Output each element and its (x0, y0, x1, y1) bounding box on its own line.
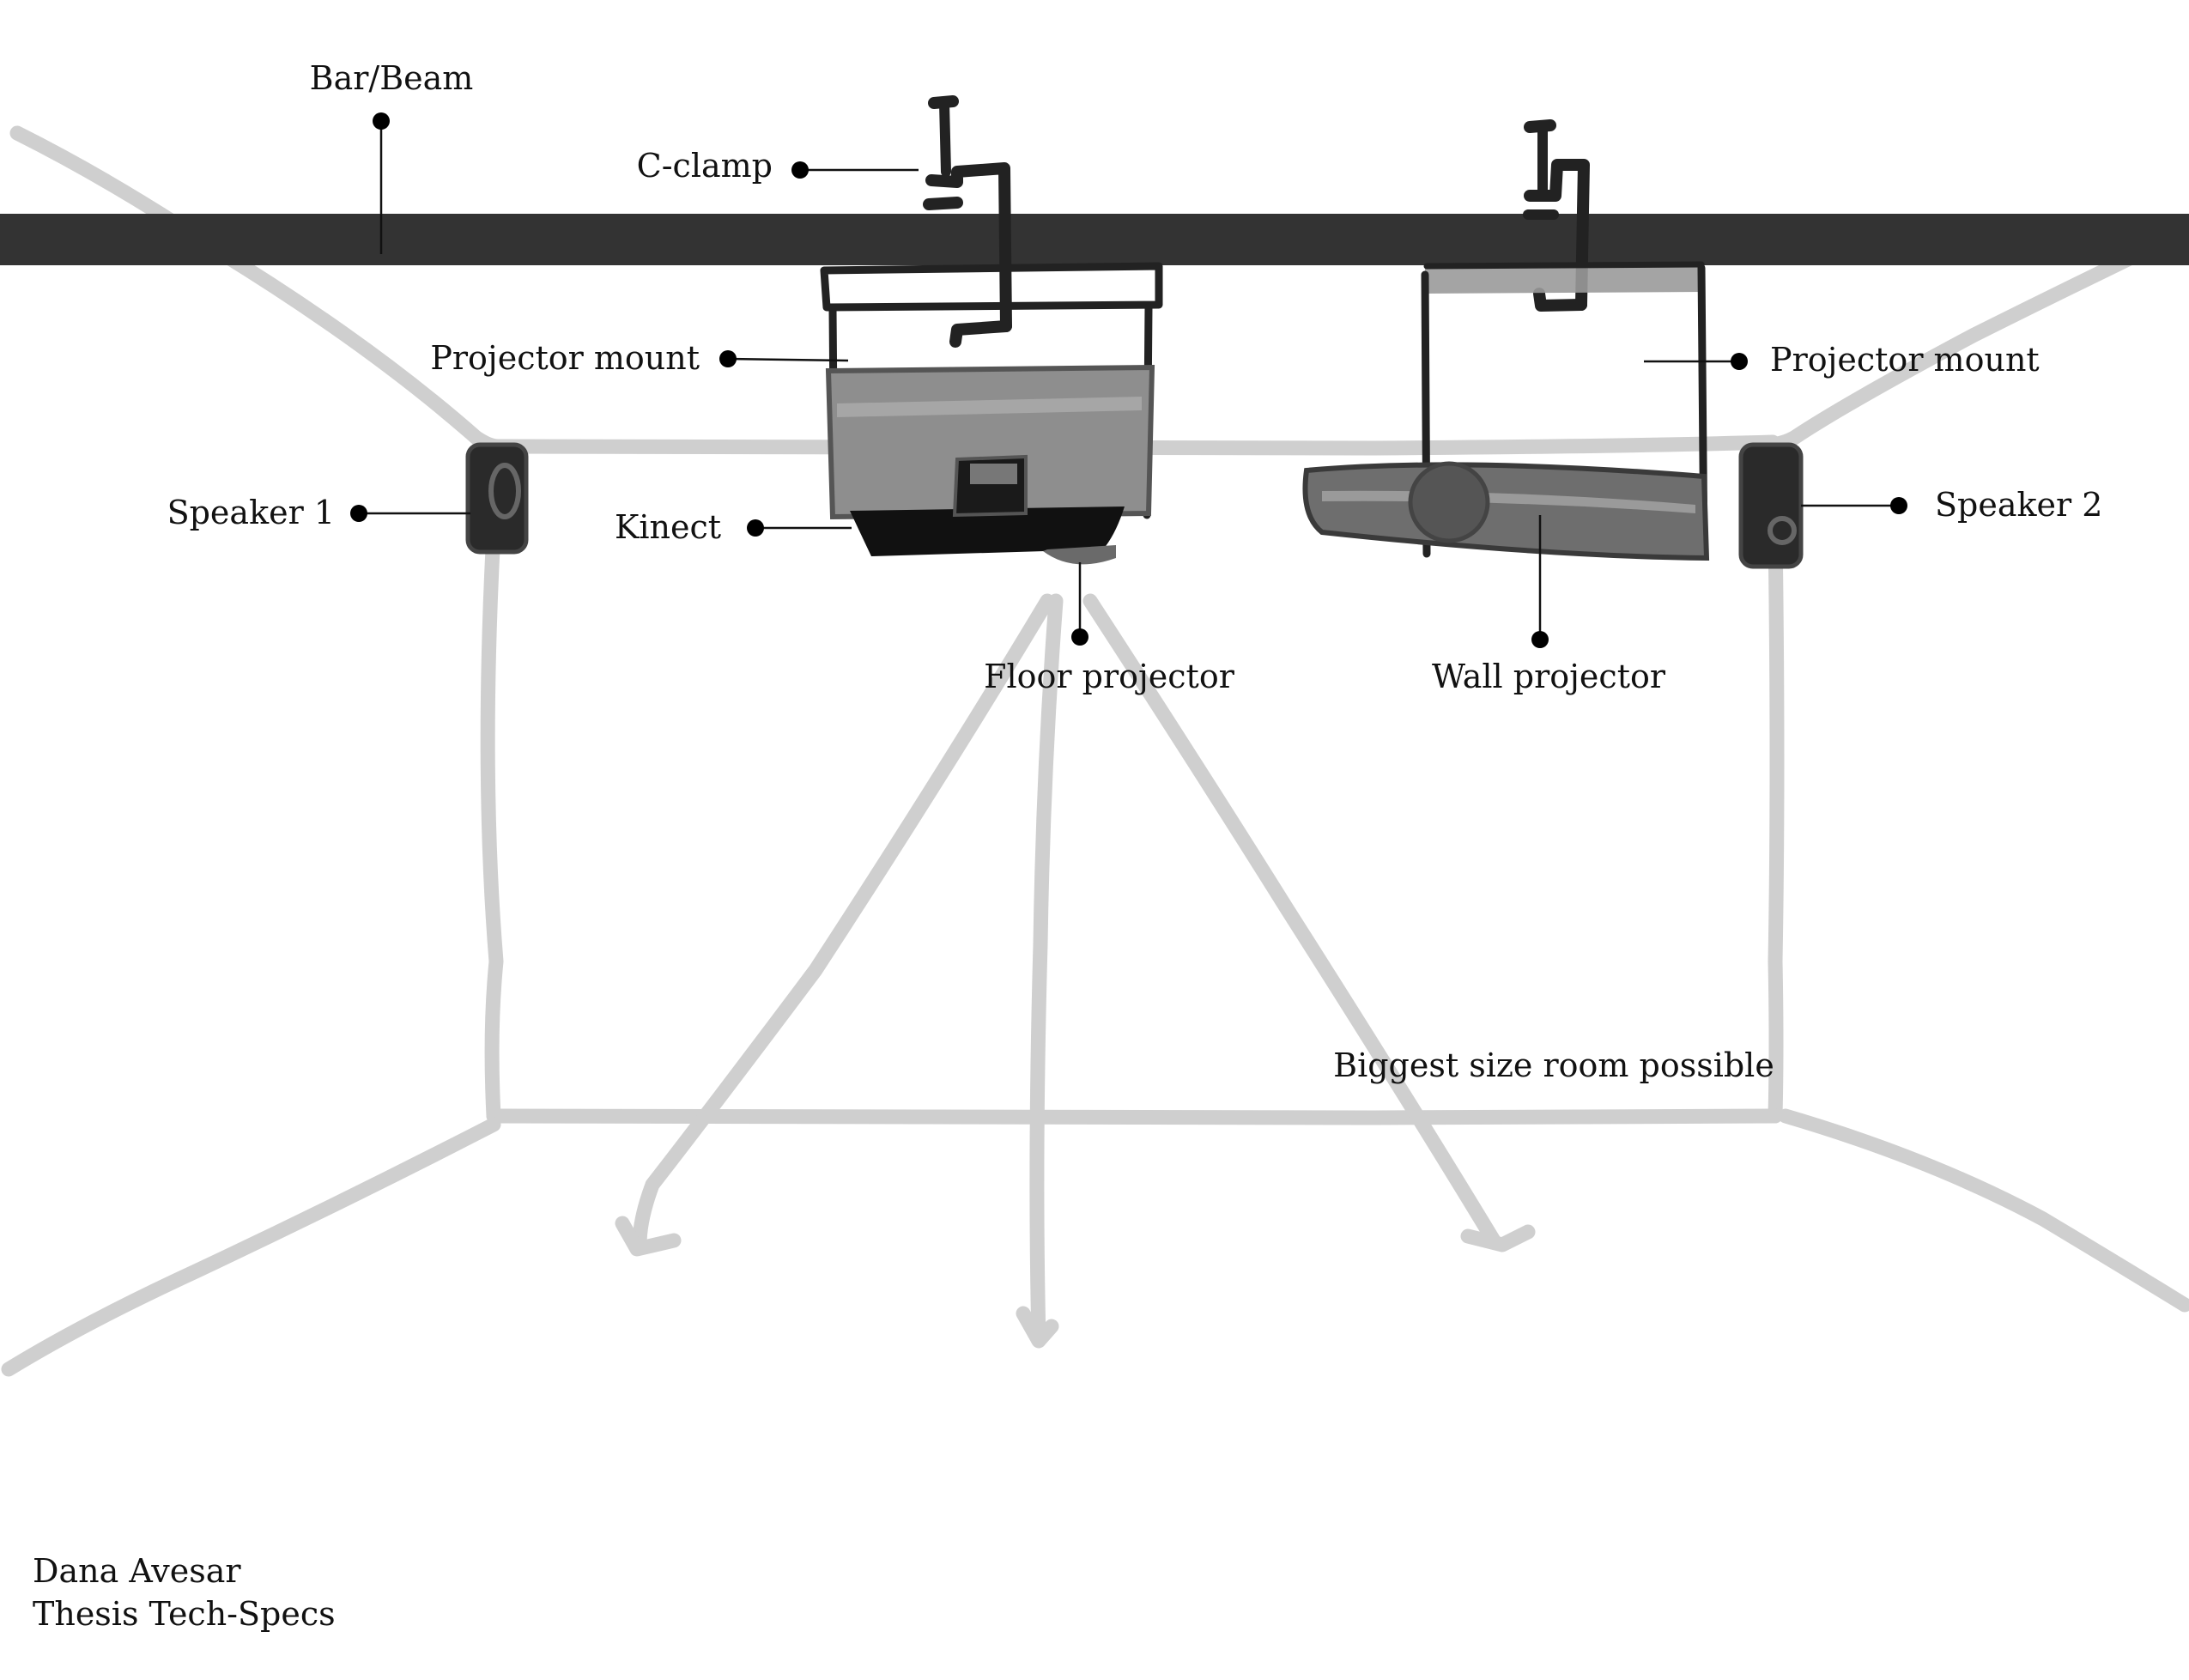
leader-dot-bar-beam (373, 112, 390, 130)
projection-ray-right (1082, 593, 1501, 1248)
leader-dot-mount-left (719, 350, 737, 367)
room-back-wall-left (480, 525, 504, 1124)
label-floor-projector: Floor projector (984, 658, 1235, 695)
floor-projector-highlight (837, 397, 1142, 417)
wall-projector-unit (1302, 461, 1710, 561)
label-speaker-2: Speaker 2 (1935, 486, 2102, 524)
c-clamp-left (923, 95, 1012, 348)
label-projector-mount-right: Projector mount (1770, 341, 2040, 379)
leader-dot-speaker-2 (1890, 497, 1907, 514)
credit-block: Dana Avesar Thesis Tech-Specs (33, 1552, 336, 1633)
kinect-bar (850, 506, 1125, 556)
leader-mount-left (727, 357, 849, 362)
label-room-note: Biggest size room possible (1333, 1046, 1774, 1084)
leader-dot-speaker-1 (350, 505, 367, 522)
speaker-2 (1738, 442, 1804, 569)
room-ceiling-diagonal-right (1761, 224, 2189, 452)
leader-dot-floor-projector (1071, 628, 1088, 646)
label-kinect: Kinect (615, 508, 721, 546)
label-speaker-1: Speaker 1 (167, 494, 335, 531)
projection-ray-right-arrow (1460, 1224, 1536, 1252)
bar-beam (0, 214, 2189, 265)
kinect-window (970, 464, 1017, 484)
wall-projector-lens (1408, 461, 1490, 543)
room-back-wall-bottom (486, 1108, 1783, 1125)
projection-ray-center-arrow (1016, 1306, 1059, 1349)
wall-projector-body (1302, 462, 1710, 561)
credit-author: Dana Avesar (33, 1552, 241, 1590)
room-outline (1, 125, 2189, 1377)
leader-dot-kinect (747, 519, 764, 537)
label-c-clamp: C-clamp (637, 147, 773, 185)
label-leaders (350, 112, 1907, 648)
room-floor-diagonal-left (1, 1117, 501, 1377)
label-wall-projector: Wall projector (1432, 658, 1666, 695)
projection-ray-left-arrow (615, 1216, 682, 1257)
credit-project: Thesis Tech-Specs (33, 1595, 336, 1633)
room-ceiling-diagonal-left (9, 125, 506, 454)
room-back-wall-right (1768, 525, 1785, 1124)
leader-dot-wall-projector (1531, 631, 1549, 648)
c-clamp-right (1523, 119, 1590, 312)
room-floor-diagonal-right (1778, 1108, 2189, 1313)
projection-rays (615, 593, 1536, 1349)
leader-dot-mount-right (1731, 353, 1748, 370)
projection-ray-left (632, 593, 1055, 1252)
label-projector-mount-left: Projector mount (430, 339, 700, 377)
speaker-1 (465, 442, 529, 555)
leader-dot-c-clamp (791, 161, 809, 179)
floor-projector-unit (825, 364, 1155, 565)
labels: Bar/Beam C-clamp Projector mount Project… (167, 59, 2103, 1084)
projector-mount-right (1421, 261, 1708, 561)
floor-projector-lens (1043, 545, 1116, 565)
label-bar-beam: Bar/Beam (310, 59, 474, 97)
projection-ray-center (1029, 593, 1064, 1347)
